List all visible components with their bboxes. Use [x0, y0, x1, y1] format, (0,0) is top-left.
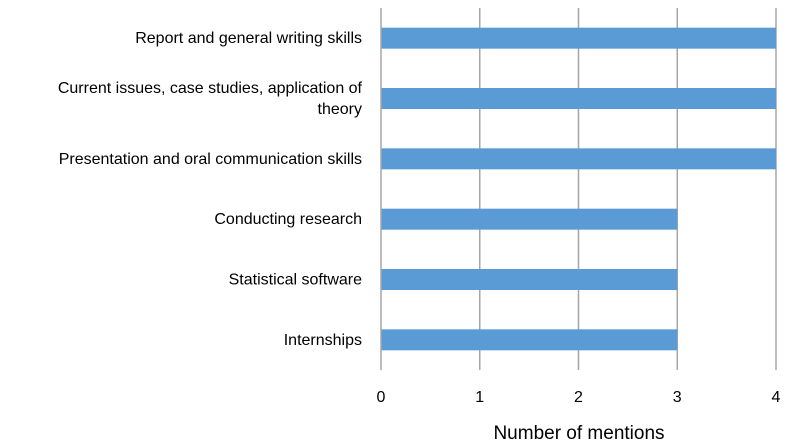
bar — [381, 329, 678, 351]
category-label: Conducting research — [214, 211, 362, 228]
x-tick-label: 4 — [772, 389, 781, 406]
category-label: Statistical software — [229, 272, 362, 289]
category-label: theory — [318, 101, 362, 118]
gridlines — [479, 8, 777, 370]
x-axis-title: Number of mentions — [493, 423, 664, 444]
category-label: Current issues, case studies, applicatio… — [58, 80, 363, 97]
bar — [381, 269, 678, 290]
bar — [381, 208, 678, 230]
category-label: Report and general writing skills — [135, 30, 362, 47]
category-label: Presentation and oral communication skil… — [59, 151, 362, 168]
x-tick-label: 0 — [377, 389, 386, 406]
x-tick-labels: 0 1 2 3 4 — [377, 389, 781, 406]
bar — [381, 88, 776, 109]
category-label: Internships — [284, 332, 362, 349]
bar — [381, 27, 776, 49]
x-tick-label: 3 — [673, 389, 682, 406]
x-tick-label: 2 — [574, 389, 583, 406]
x-tick-label: 1 — [475, 389, 484, 406]
bars — [381, 27, 776, 351]
category-labels: Report and general writing skills Current… — [58, 30, 363, 349]
bar — [381, 148, 776, 170]
